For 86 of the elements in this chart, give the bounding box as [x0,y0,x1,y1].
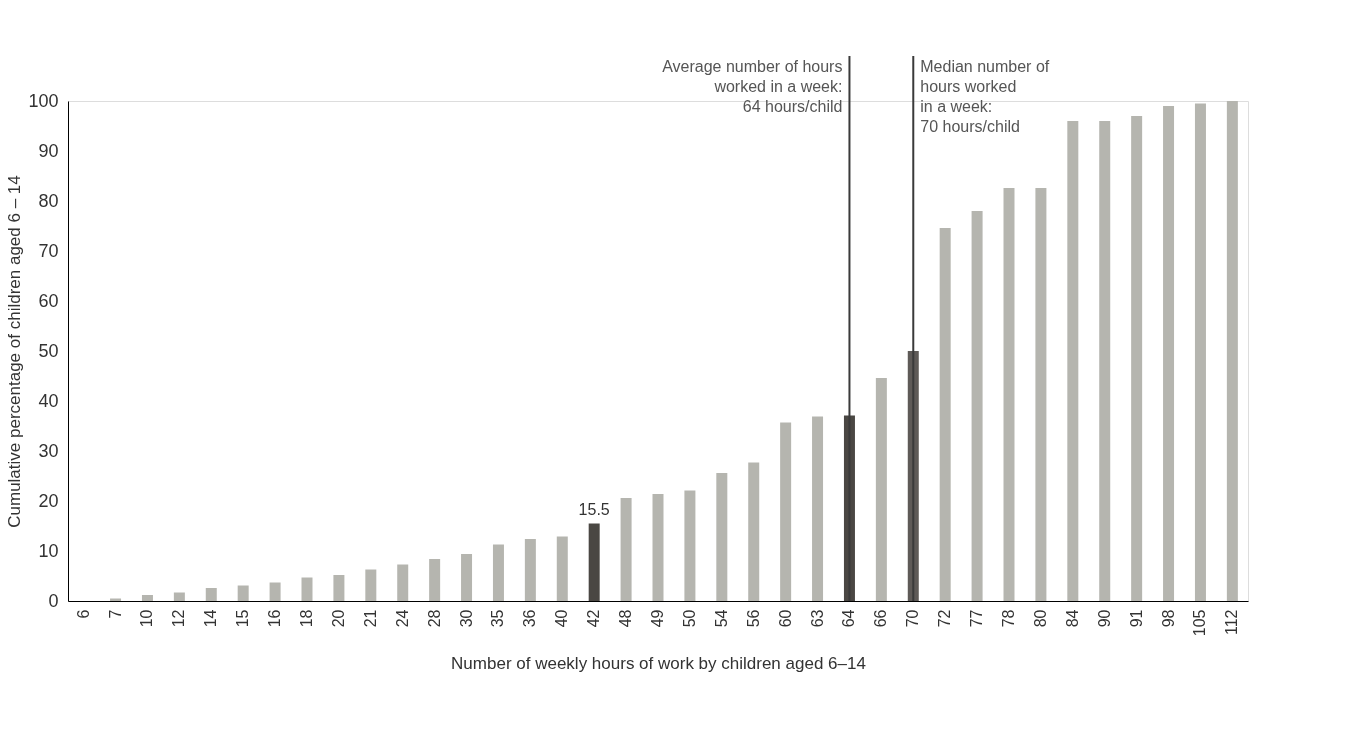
bar [141,595,153,601]
x-tick-label: 12 [170,609,188,628]
bar [461,554,473,601]
x-tick-label: 10 [138,609,156,628]
x-tick-label: 49 [649,609,666,628]
y-tick-label: 70 [38,240,59,261]
x-tick-label: 14 [202,609,220,628]
bar [1099,121,1111,601]
bar [1131,116,1143,601]
bar [684,490,696,601]
bar [556,536,568,601]
ref-line-label: Average number of hours worked in a week: 64 hours/child [662,58,843,115]
bar [1194,103,1206,601]
bar [365,569,377,601]
x-tick-label: 40 [553,609,571,628]
x-tick-label: 56 [744,609,762,628]
x-tick-label: 15 [234,609,252,628]
x-tick-label: 54 [712,609,730,628]
x-tick-label: 64 [840,609,858,628]
y-tick-label: 60 [38,290,59,311]
y-tick-label: 40 [38,390,59,411]
y-tick-label: 0 [48,590,59,611]
bar [333,575,345,601]
y-tick-label: 100 [28,90,59,111]
bar [1163,106,1175,601]
bar [205,588,217,601]
bar [1067,121,1079,601]
x-tick-label: 28 [425,609,443,628]
x-tick-label: 105 [1191,609,1209,637]
x-tick-label: 77 [968,609,986,628]
bar [939,228,951,601]
x-tick-label: 7 [106,609,124,619]
bar [812,416,824,601]
x-tick-label: 24 [393,609,411,628]
x-tick-label: 42 [585,609,603,628]
x-tick-label: 20 [329,609,347,628]
y-tick-label: 30 [38,440,59,461]
x-tick-label: 16 [266,609,284,628]
bar [1035,188,1047,601]
y-tick-label: 80 [38,190,59,211]
bar [620,498,632,601]
x-tick-label: 18 [298,609,315,628]
bar [588,523,600,601]
x-tick-label: 50 [680,609,698,628]
bar [1226,101,1238,601]
y-tick-label: 90 [38,140,59,161]
x-tick-label: 35 [489,609,507,628]
bar [780,422,792,601]
y-tick-label: 50 [38,340,59,361]
x-tick-label: 70 [904,609,922,628]
bar [397,564,409,601]
x-tick-label: 30 [457,609,475,628]
bar [524,539,536,601]
x-tick-label: 63 [808,609,826,628]
x-tick-label: 90 [1095,609,1113,628]
bar [1003,188,1015,601]
x-tick-label: 84 [1063,609,1081,628]
x-tick-label: 91 [1127,609,1145,628]
bar [429,559,441,601]
x-tick-label: 72 [936,609,954,628]
data-label: 15.5 [578,500,610,518]
x-tick-label: 112 [1223,609,1241,636]
bar [971,211,983,601]
x-tick-label: 60 [776,609,794,628]
x-tick-label: 48 [617,609,635,628]
ref-line-label: Median number of hours worked in a week: 70 hours/child [920,58,1050,135]
x-tick-label: 21 [361,609,379,628]
bar [492,544,504,601]
bar [301,577,313,601]
bar [875,378,887,601]
y-axis-title: Cumulative percentage of children aged 6 – 14 [5,175,25,528]
bar [237,585,249,601]
x-tick-label: 6 [74,609,92,619]
bar [652,494,664,601]
x-axis-title: Number of weekly hours of work by children aged 6–14 [451,654,866,674]
y-tick-label: 20 [38,490,59,511]
x-tick-label: 66 [872,609,890,628]
x-tick-label: 98 [1159,609,1177,628]
x-tick-label: 80 [1031,609,1049,628]
x-tick-label: 78 [1000,609,1017,628]
x-tick-label: 36 [521,609,539,628]
bar [173,592,185,601]
y-tick-label: 10 [38,540,59,561]
bar [269,582,281,601]
bar [716,473,728,601]
bar [748,462,760,601]
